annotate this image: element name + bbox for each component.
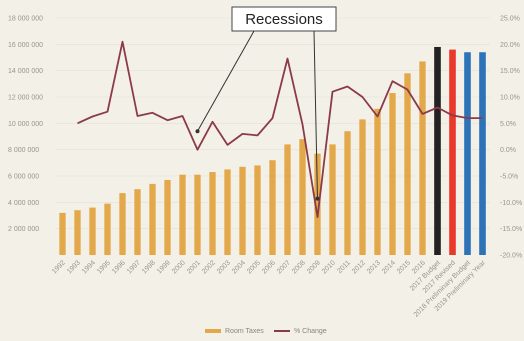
x-tick-label: 1997 bbox=[126, 259, 142, 275]
legend-label-percent-change: % Change bbox=[294, 328, 327, 335]
bar bbox=[239, 166, 246, 255]
bar bbox=[224, 169, 231, 255]
right-tick-label: -15.0% bbox=[500, 226, 522, 233]
right-tick-label: 0.0% bbox=[500, 147, 516, 154]
bar bbox=[164, 179, 171, 255]
x-tick-label: 2009 bbox=[306, 259, 322, 275]
bar bbox=[209, 172, 216, 255]
callout-pointer-tip bbox=[315, 196, 320, 201]
x-tick-label: 2007 bbox=[276, 259, 292, 275]
bar bbox=[299, 139, 306, 255]
x-tick-label: 1992 bbox=[51, 259, 67, 275]
bar bbox=[254, 165, 261, 255]
right-tick-label: 15.0% bbox=[500, 68, 520, 75]
x-tick-label: 2003 bbox=[216, 259, 232, 275]
left-tick-label: 4 000 000 bbox=[8, 200, 39, 207]
x-tick-label: 2005 bbox=[246, 259, 262, 275]
right-tick-label: -10.0% bbox=[500, 200, 522, 207]
bar bbox=[449, 49, 456, 255]
recessions-callout: Recessions bbox=[195, 6, 337, 201]
right-tick-label: 5.0% bbox=[500, 121, 516, 128]
bar bbox=[104, 203, 111, 255]
legend-label-room-taxes: Room Taxes bbox=[225, 328, 264, 335]
callout-pointer bbox=[197, 30, 255, 132]
bar bbox=[329, 144, 336, 255]
legend-swatch-room-taxes bbox=[205, 329, 221, 333]
x-tick-label: 1994 bbox=[81, 259, 97, 275]
bar bbox=[464, 52, 471, 255]
callout-pointer-tip bbox=[195, 129, 200, 134]
x-tick-label: 1999 bbox=[156, 259, 172, 275]
bar bbox=[269, 160, 276, 255]
right-tick-label: 25.0% bbox=[500, 16, 520, 23]
x-tick-label: 2001 bbox=[186, 259, 202, 275]
x-tick-label: 2002 bbox=[201, 259, 217, 275]
left-tick-label: 16 000 000 bbox=[8, 42, 43, 49]
bar bbox=[359, 119, 366, 255]
bar bbox=[389, 93, 396, 255]
right-axis-ticks: -20.0% -15.0% -10.0% -5.0% 0.0% 5.0% 10.0% 15.0… bbox=[500, 16, 522, 260]
bar bbox=[314, 153, 321, 255]
bar bbox=[194, 174, 201, 255]
x-tick-label: 2010 bbox=[321, 259, 337, 275]
x-tick-label: 1993 bbox=[66, 259, 82, 275]
left-tick-label: 2 000 000 bbox=[8, 226, 39, 233]
right-tick-label: -20.0% bbox=[500, 253, 522, 260]
bar bbox=[89, 207, 96, 255]
right-tick-label: -5.0% bbox=[500, 174, 518, 181]
x-tick-label: 2011 bbox=[336, 259, 352, 275]
x-tick-label: 2000 bbox=[171, 259, 187, 275]
right-tick-label: 20.0% bbox=[500, 42, 520, 49]
bar bbox=[149, 183, 156, 255]
x-tick-label: 2014 bbox=[381, 259, 397, 275]
left-axis-ticks: 2 000 000 4 000 000 6 000 000 8 000 000 10 0… bbox=[8, 16, 43, 234]
x-tick-label: 2006 bbox=[261, 259, 277, 275]
callout-pointer bbox=[313, 30, 318, 199]
x-tick-label: 1996 bbox=[111, 259, 127, 275]
bar-series bbox=[59, 46, 486, 256]
left-tick-label: 14 000 000 bbox=[8, 68, 43, 75]
percent-change-line bbox=[77, 40, 483, 218]
bar bbox=[434, 46, 441, 255]
x-tick-label: 2004 bbox=[231, 259, 247, 275]
left-tick-label: 6 000 000 bbox=[8, 174, 39, 181]
bar bbox=[74, 210, 81, 255]
x-tick-label: 2013 bbox=[366, 259, 382, 275]
x-tick-label: 2008 bbox=[291, 259, 307, 275]
bar bbox=[374, 108, 381, 255]
x-tick-label: 2015 bbox=[396, 259, 412, 275]
x-tick-label: 1998 bbox=[141, 259, 157, 275]
x-tick-label: 2012 bbox=[351, 259, 367, 275]
bar bbox=[179, 174, 186, 255]
left-tick-label: 10 000 000 bbox=[8, 121, 43, 128]
x-axis-ticks: 1992 1993 1994 1995 1996 1997 1998 1999 2000 2001… bbox=[51, 259, 487, 319]
callout-box bbox=[231, 6, 337, 32]
callout-label: Recessions bbox=[245, 11, 323, 28]
left-tick-label: 12 000 000 bbox=[8, 95, 43, 102]
legend: Room Taxes % Change bbox=[205, 328, 327, 335]
x-tick-label: 1995 bbox=[96, 259, 112, 275]
bar bbox=[134, 189, 141, 255]
bar bbox=[59, 212, 66, 255]
bar bbox=[479, 52, 486, 255]
left-tick-label: 18 000 000 bbox=[8, 16, 43, 23]
bar bbox=[344, 131, 351, 255]
right-tick-label: 10.0% bbox=[500, 95, 520, 102]
bar bbox=[119, 193, 126, 255]
bar bbox=[419, 61, 426, 256]
line-series bbox=[77, 40, 483, 218]
bar bbox=[404, 73, 411, 255]
bar bbox=[284, 144, 291, 255]
left-tick-label: 8 000 000 bbox=[8, 147, 39, 154]
